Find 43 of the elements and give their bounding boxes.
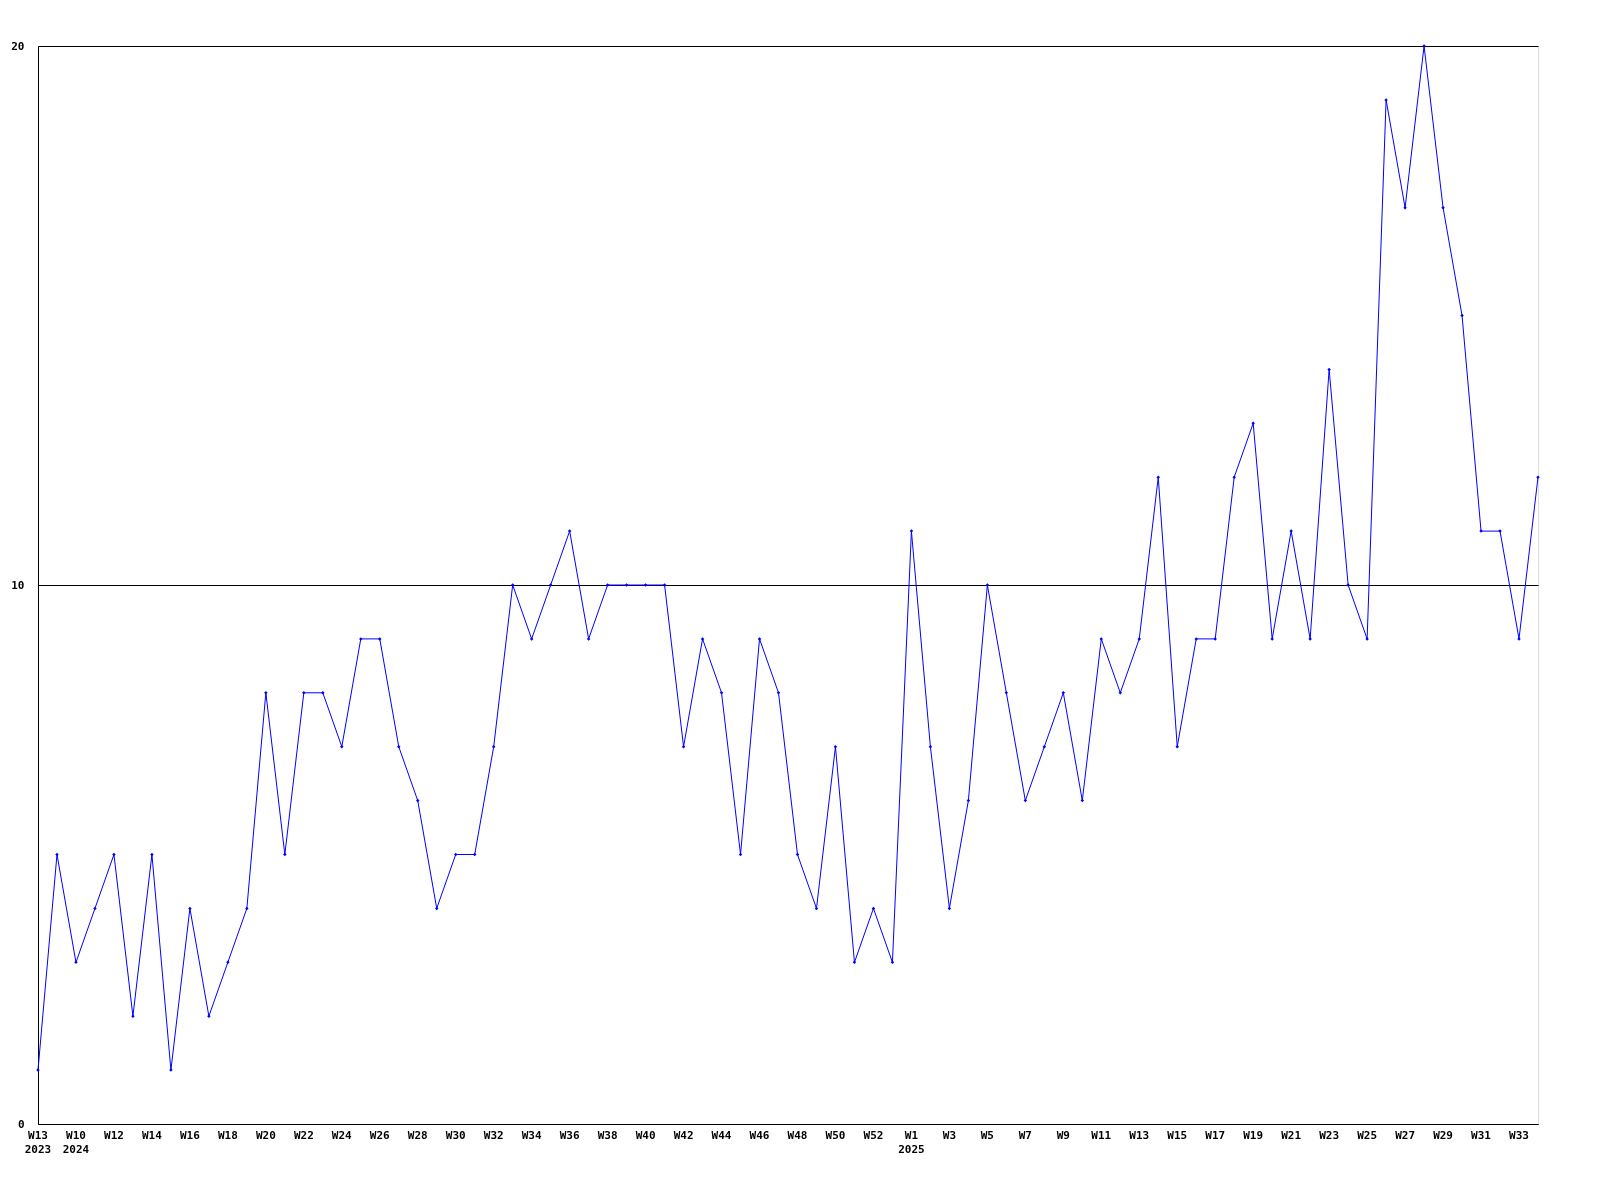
x-tick-label: W33 — [1509, 1129, 1529, 1142]
x-tick-label: W30 — [445, 1129, 466, 1142]
y-tick-label: 20 — [11, 39, 25, 53]
x-tick-label: W18 — [217, 1129, 238, 1142]
x-tick-label: W15 — [1167, 1129, 1188, 1142]
x-tick-label: W3 — [942, 1129, 957, 1142]
x-tick-label: W9 — [1056, 1129, 1070, 1142]
x-tick-label: W46 — [749, 1129, 770, 1142]
x-tick-label: W34 — [521, 1129, 542, 1142]
x-tick-label: W17 — [1205, 1129, 1226, 1142]
x-tick-label: W32 — [483, 1129, 504, 1142]
x-tick-label: W26 — [369, 1129, 391, 1142]
x-tick-label: W28 — [407, 1129, 428, 1142]
y-tick-label: 10 — [11, 578, 25, 592]
y-tick-label: 0 — [17, 1117, 25, 1131]
x-tick-label: W19 — [1243, 1129, 1264, 1142]
x-tick-label: W40 — [635, 1129, 656, 1142]
x-tick-label: W24 — [331, 1129, 353, 1142]
x-tick-label: W14 — [141, 1129, 163, 1142]
x-tick-label: W11 — [1091, 1129, 1112, 1142]
x-tick-label: W48 — [787, 1129, 808, 1142]
x-tick-label: W29 — [1433, 1129, 1453, 1142]
x-tick-label: W44 — [711, 1129, 732, 1142]
x-tick-label: W50 — [825, 1129, 846, 1142]
x-tick-label: W13 — [1129, 1129, 1150, 1142]
x-tick-label: W52 — [863, 1129, 884, 1142]
x-tick-label: W20 — [255, 1129, 276, 1142]
x-tick-label: W12 — [104, 1129, 124, 1142]
x-tick-label: W10 2024 — [62, 1129, 90, 1156]
x-tick-label: W42 — [673, 1129, 694, 1142]
x-tick-label: W31 — [1471, 1129, 1492, 1142]
x-tick-label: W13 2023 — [24, 1129, 52, 1156]
x-tick-label: W22 — [293, 1129, 314, 1142]
x-tick-label: W21 — [1281, 1129, 1302, 1142]
x-tick-label: W36 — [559, 1129, 580, 1142]
x-tick-label: W25 — [1357, 1129, 1378, 1142]
x-tick-label: W1 2025 — [898, 1129, 925, 1156]
x-tick-label: W7 — [1018, 1129, 1032, 1142]
x-tick-label: W5 — [980, 1129, 994, 1142]
x-tick-label: W38 — [597, 1129, 618, 1142]
x-tick-label: W16 — [179, 1129, 201, 1142]
x-tick-label: W27 — [1395, 1129, 1416, 1142]
x-tick-label: W23 — [1319, 1129, 1340, 1142]
